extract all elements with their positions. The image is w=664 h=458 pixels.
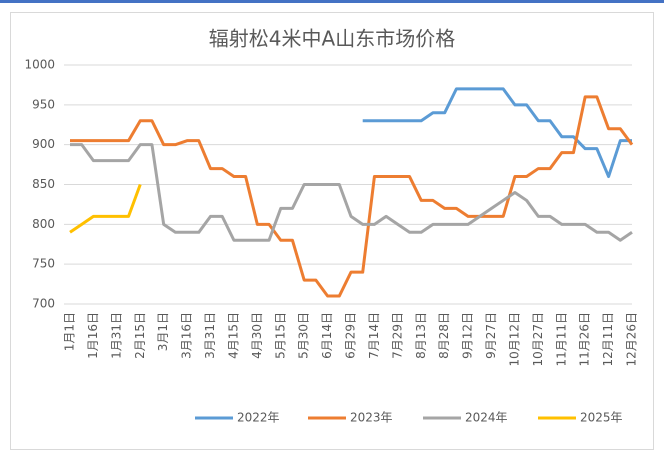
series-line: [362, 87, 632, 179]
x-tick-label: 10月12日: [507, 312, 521, 367]
x-tick-label: 1月31日: [109, 312, 123, 359]
x-tick-label: 11月26日: [578, 312, 592, 367]
x-tick-label: 6月14日: [320, 312, 334, 359]
x-tick-label: 12月11日: [601, 312, 615, 367]
series-line: [70, 143, 633, 242]
y-tick-label: 700: [32, 297, 55, 311]
y-tick-label: 1000: [24, 58, 55, 72]
x-tick-label: 8月28日: [437, 312, 451, 359]
legend-label: 2023年: [350, 411, 393, 425]
x-tick-label: 3月31日: [203, 312, 217, 359]
x-tick-label: 3月1日: [156, 312, 170, 351]
chart-title: 辐射松4米中A山东市场价格: [209, 27, 455, 51]
top-border: [0, 0, 664, 3]
x-tick-label: 10月27日: [531, 312, 545, 367]
x-tick-label: 12月26日: [625, 312, 639, 367]
x-tick-label: 1月1日: [63, 312, 77, 351]
series-line: [69, 183, 142, 234]
x-tick-label: 7月14日: [367, 312, 381, 359]
x-tick-label: 1月16日: [86, 312, 100, 359]
y-tick-label: 850: [32, 177, 55, 191]
x-tick-label: 2月15日: [133, 312, 147, 359]
y-tick-label: 950: [32, 97, 55, 111]
y-tick-label: 800: [32, 217, 55, 231]
chart-frame: [10, 12, 654, 450]
y-tick-label: 750: [32, 257, 55, 271]
x-tick-label: 5月15日: [273, 312, 287, 359]
x-tick-label: 6月29日: [344, 312, 358, 359]
x-tick-label: 3月16日: [180, 312, 194, 359]
x-tick-label: 4月15日: [226, 312, 240, 359]
legend-label: 2022年: [237, 411, 280, 425]
y-tick-label: 900: [32, 137, 55, 151]
legend-label: 2024年: [465, 411, 508, 425]
x-tick-label: 8月13日: [414, 312, 428, 359]
legend-label: 2025年: [580, 411, 623, 425]
x-tick-label: 11月11日: [554, 312, 568, 367]
x-tick-label: 4月30日: [250, 312, 264, 359]
series-line: [70, 95, 634, 298]
x-tick-label: 9月12日: [461, 312, 475, 359]
x-tick-label: 9月27日: [484, 312, 498, 359]
x-tick-label: 7月29日: [390, 312, 404, 359]
x-tick-label: 5月30日: [297, 312, 311, 359]
